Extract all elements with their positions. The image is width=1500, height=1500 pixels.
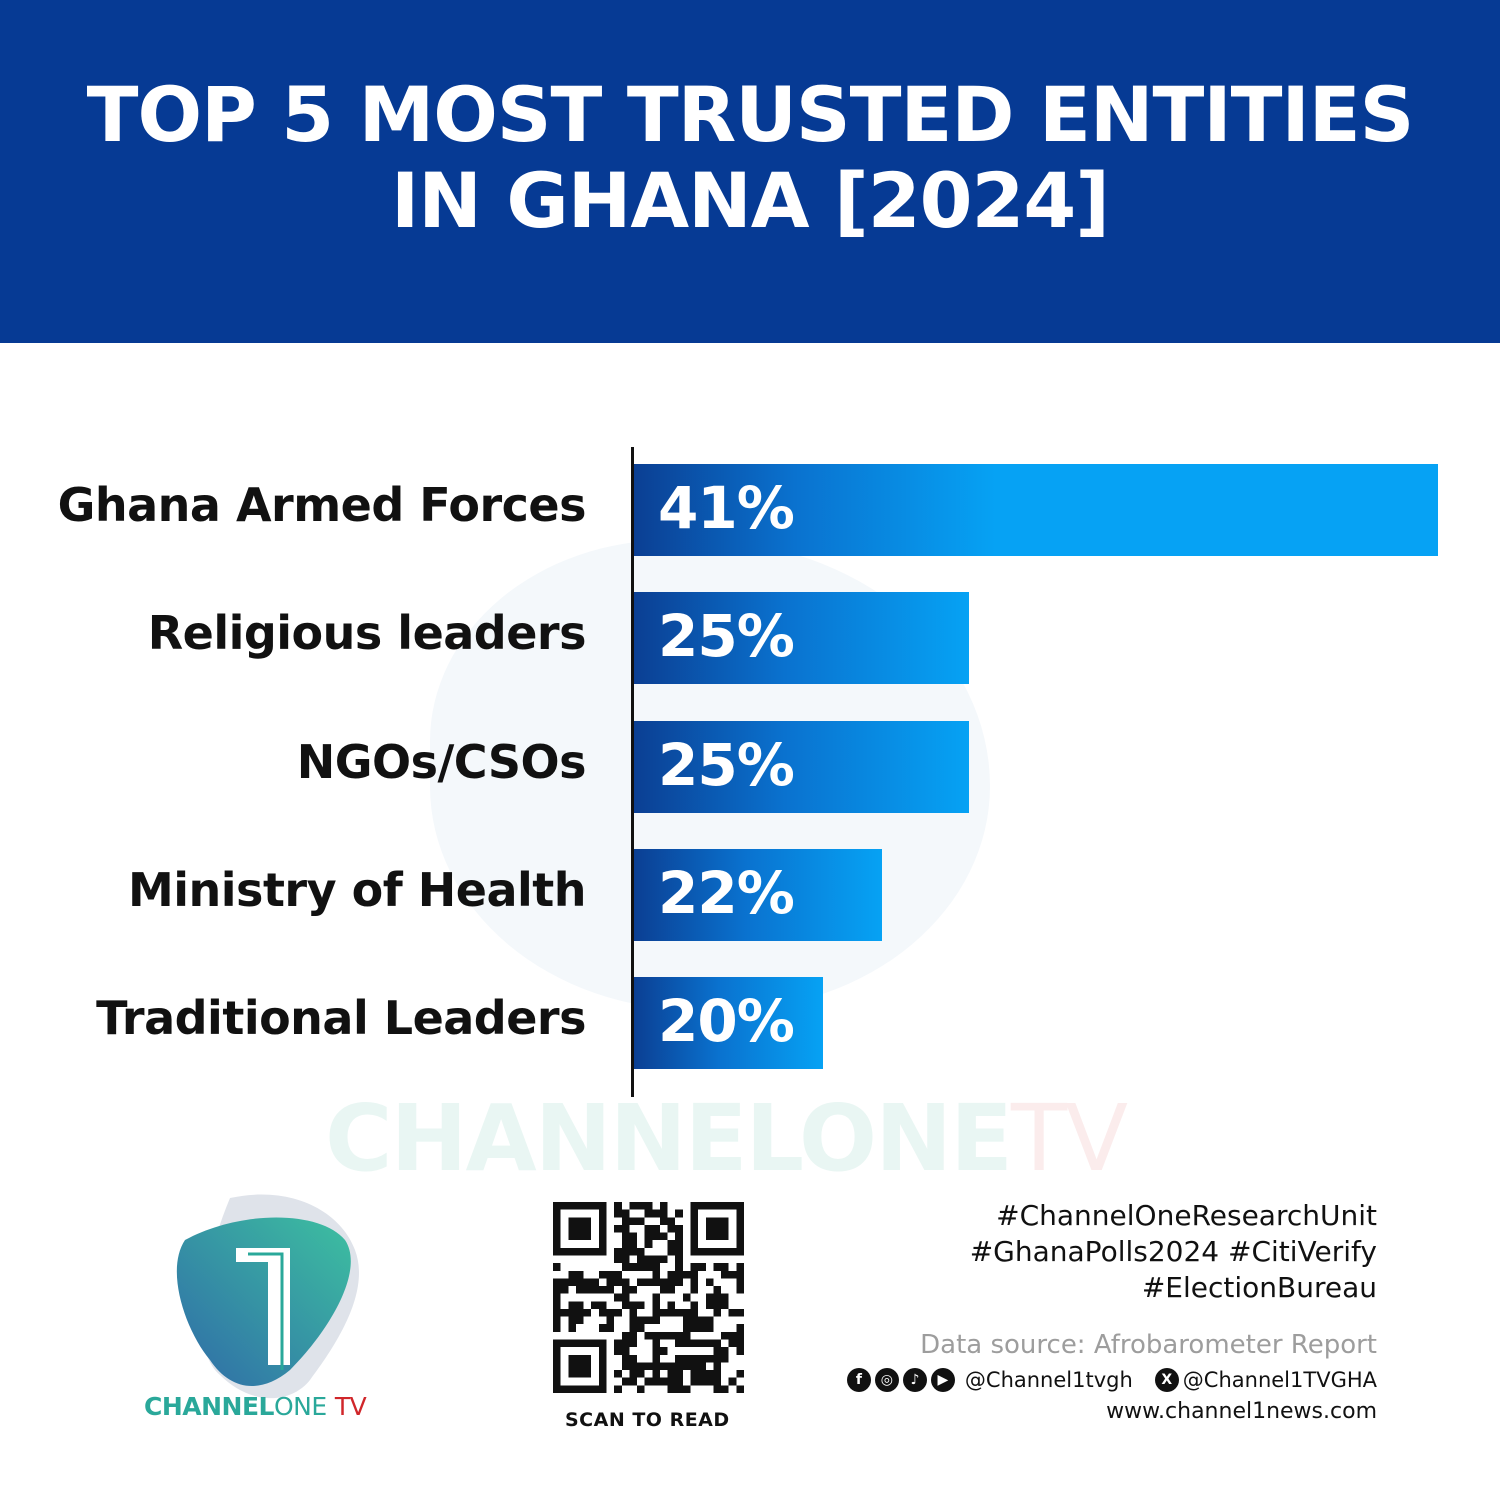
- tiktok-icon[interactable]: ♪: [902, 1368, 927, 1392]
- bar-value-label: 41%: [658, 474, 795, 542]
- title-line-1: TOP 5 MOST TRUSTED ENTITIES: [86, 69, 1415, 159]
- category-label: Traditional Leaders: [96, 991, 586, 1046]
- hashtag-line: #ElectionBureau: [1141, 1271, 1377, 1304]
- bar-value-label: 22%: [658, 858, 795, 927]
- bar-2: [634, 720, 970, 813]
- qr-caption: SCAN TO READ: [565, 1409, 730, 1431]
- category-label: Ghana Armed Forces: [57, 478, 587, 532]
- watermark-brand: CHANNELONE: [325, 1085, 1013, 1192]
- hashtag-line: #GhanaPolls2024 #CitiVerify: [969, 1235, 1377, 1268]
- social-handles: f ◎ ♪ ▶ @Channel1tvgh X @Channel1TVGHA: [846, 1368, 1377, 1392]
- watermark-tv: TV: [1010, 1085, 1128, 1192]
- hashtag-line: #ChannelOneResearchUnit: [996, 1199, 1377, 1232]
- category-label: NGOs/CSOs: [296, 734, 587, 789]
- x-icon[interactable]: X: [1154, 1368, 1179, 1392]
- handle-social[interactable]: @Channel1tvgh: [964, 1368, 1133, 1392]
- website-link[interactable]: www.channel1news.com: [1106, 1399, 1377, 1424]
- hashtags: #ChannelOneResearchUnit #GhanaPolls2024 …: [970, 1198, 1377, 1306]
- facebook-icon[interactable]: f: [846, 1368, 871, 1392]
- instagram-icon[interactable]: ◎: [874, 1368, 899, 1392]
- data-source: Data source: Afrobarometer Report: [920, 1330, 1377, 1360]
- bar-value-label: 20%: [658, 987, 795, 1056]
- category-label: Ministry of Health: [128, 862, 587, 917]
- handle-x[interactable]: @Channel1TVGHA: [1182, 1368, 1377, 1392]
- logo-one: ONE: [273, 1392, 327, 1421]
- channelone-logo: [176, 1194, 359, 1399]
- watermark-text: CHANNELONETV: [325, 1085, 1128, 1192]
- category-label: Religious leaders: [147, 606, 587, 661]
- bar-1: [634, 592, 970, 685]
- y-axis-line: [631, 447, 634, 1097]
- bar-value-label: 25%: [658, 730, 795, 799]
- logo-tv: TV: [334, 1392, 367, 1421]
- bar-3: [634, 848, 882, 941]
- bar-4: [634, 977, 823, 1070]
- qr-code[interactable]: [553, 1202, 744, 1393]
- logo-wordmark: CHANNELONE TV: [144, 1392, 367, 1421]
- header-banner: TOP 5 MOST TRUSTED ENTITIES IN GHANA [20…: [0, 0, 1500, 343]
- bar-value-label: 25%: [658, 602, 795, 671]
- youtube-icon[interactable]: ▶: [930, 1368, 955, 1392]
- logo-channel: CHANNEL: [144, 1392, 274, 1421]
- title-line-2: IN GHANA [2024]: [390, 155, 1110, 245]
- bar-0: [634, 464, 1439, 556]
